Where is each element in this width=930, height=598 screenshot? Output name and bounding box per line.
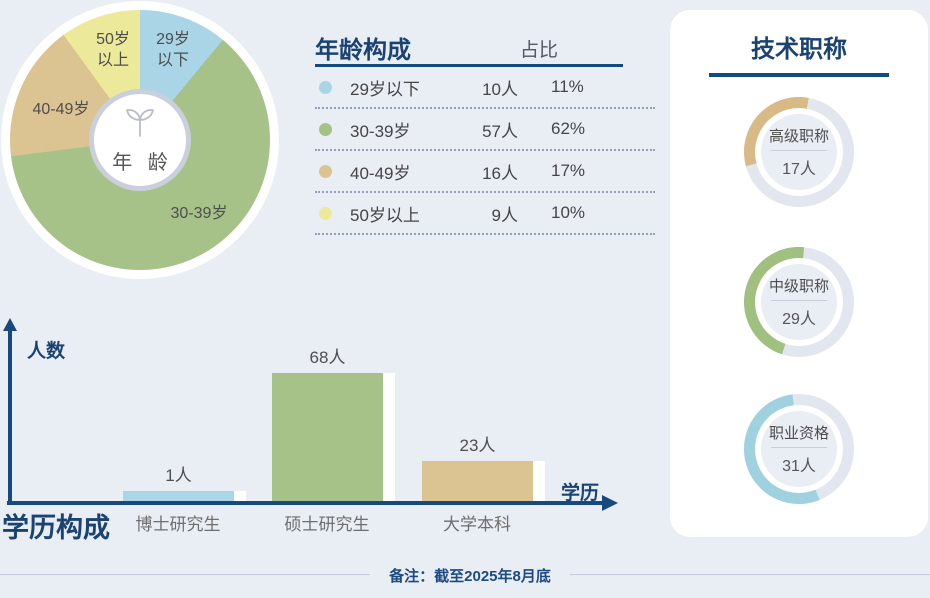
x-axis-label: 学历 <box>561 483 600 504</box>
row-people-count: 16人 <box>482 163 518 183</box>
donut-label-40-49: 40-49岁 <box>32 101 90 118</box>
footer-divider-left <box>0 574 370 575</box>
education-chart-title: 学历构成 <box>2 513 110 543</box>
ring-value: 17人 <box>782 161 816 178</box>
bar-bachelor: 23人 <box>422 436 545 501</box>
row-percentage: 17% <box>551 161 586 180</box>
ring-divider <box>771 447 827 448</box>
table-row-40-49: 40-49岁 16人 17% <box>315 151 655 193</box>
table-row-over-50: 50岁以上 9人 10% <box>315 193 655 235</box>
row-people-count: 57人 <box>482 121 518 141</box>
bar-value-label: 68人 <box>309 348 346 367</box>
age-table-title: 年龄构成 <box>315 38 411 64</box>
footer-note: 备注：截至2025年8月底 <box>389 568 551 585</box>
legend-dot-green <box>319 122 332 136</box>
ring-divider <box>771 150 827 151</box>
donut-label-30-39: 30-39岁 <box>170 205 228 222</box>
y-axis-arrow-icon <box>3 318 17 331</box>
category-label-doctoral: 博士研究生 <box>135 515 221 534</box>
x-axis-arrow-icon <box>602 495 618 511</box>
card-title: 技术职称 <box>751 37 847 63</box>
progress-ring-intermediate: 中级职称 29人 <box>744 247 854 357</box>
row-people-count: 10人 <box>482 79 518 99</box>
donut-label-over-50: 50岁 以上 <box>96 31 130 69</box>
card-title-underline <box>709 73 889 77</box>
y-axis-label: 人数 <box>27 341 66 362</box>
ring-label: 中级职称 <box>768 278 829 295</box>
ring-value: 31人 <box>782 458 816 475</box>
row-label: 29岁以下 <box>350 79 420 99</box>
footer-divider-right <box>570 574 930 575</box>
x-axis <box>7 501 604 505</box>
progress-ring-senior: 高级职称 17人 <box>744 97 854 207</box>
table-row-30-39: 30-39岁 57人 62% <box>315 109 655 151</box>
ring-divider <box>771 300 827 301</box>
bar-value-label: 23人 <box>459 436 496 455</box>
row-percentage: 11% <box>551 77 584 96</box>
bar-highlight <box>533 461 545 501</box>
ring-label: 职业资格 <box>768 425 829 442</box>
bar-masters: 68人 <box>272 348 395 501</box>
bar-value-label: 1人 <box>165 466 192 485</box>
bar-doctoral: 1人 <box>123 466 246 501</box>
category-label-masters: 硕士研究生 <box>284 515 370 534</box>
row-label: 40-49岁 <box>350 163 411 183</box>
age-composition-table: 年龄构成 占比 29岁以下 10人 11% 30-39岁 57人 62% 40-… <box>315 30 655 235</box>
technical-titles-card: 技术职称 高级职称 17人 中级职称 29人 <box>670 10 928 537</box>
legend-dot-tan <box>319 164 332 178</box>
progress-ring-vocational: 职业资格 31人 <box>744 394 854 504</box>
ring-label: 高级职称 <box>768 128 829 145</box>
table-title-underline <box>315 64 623 67</box>
category-label-bachelor: 大学本科 <box>443 515 511 534</box>
bar-highlight <box>234 491 246 501</box>
row-label: 50岁以上 <box>350 205 420 225</box>
age-donut-chart: 29岁 以下 50岁 以上 40-49岁 30-39岁 年 龄 <box>1 1 279 279</box>
y-axis <box>8 329 12 505</box>
legend-dot-yellow <box>319 206 332 220</box>
education-bar-chart: 人数 学历 1人 68人 23人 博士研究生 硕士研究生 大学本科 学历构成 <box>0 318 660 558</box>
row-people-count: 9人 <box>491 205 518 225</box>
bar-highlight <box>383 373 395 501</box>
row-percentage: 62% <box>551 119 586 138</box>
sprout-icon <box>122 105 158 144</box>
ring-value: 29人 <box>782 311 816 328</box>
row-label: 30-39岁 <box>350 121 411 141</box>
percentage-column-header: 占比 <box>520 40 559 61</box>
table-row-under-29: 29岁以下 10人 11% <box>315 67 655 109</box>
legend-dot-blue <box>319 80 332 94</box>
row-percentage: 10% <box>551 203 586 222</box>
donut-center-badge: 年 龄 <box>89 89 191 191</box>
donut-label-under-29: 29岁 以下 <box>156 31 190 69</box>
age-table-header: 年龄构成 占比 <box>315 30 655 64</box>
donut-center-label: 年 龄 <box>112 152 173 174</box>
